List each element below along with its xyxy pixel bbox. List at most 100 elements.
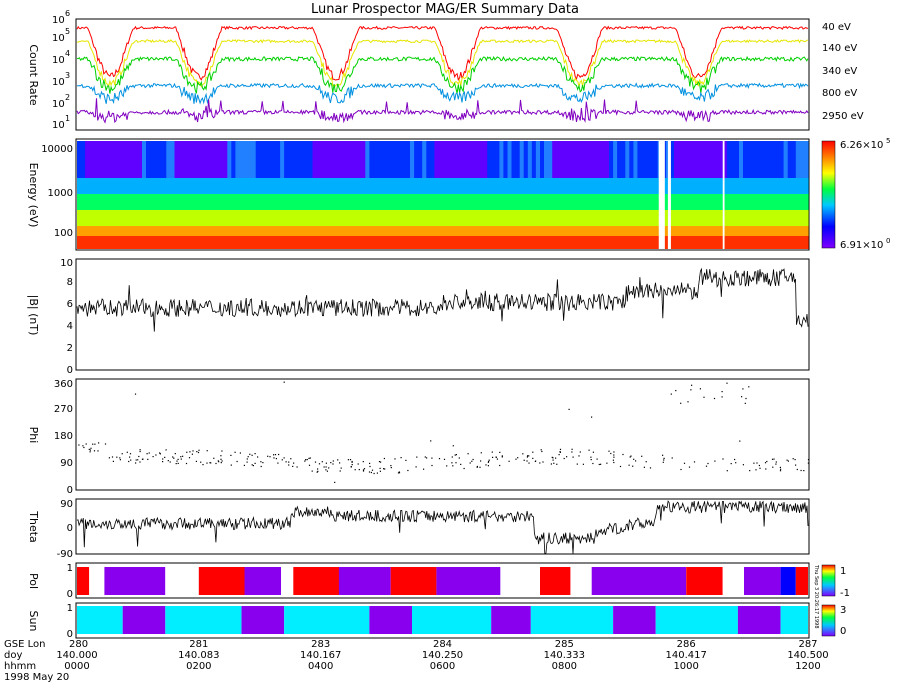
spec-cell [483,226,488,236]
phi-point [119,457,121,459]
phi-point [230,454,232,456]
phi-point [340,467,342,469]
phi-point [670,393,672,395]
spec-cell [568,178,574,194]
spec-cell [572,178,578,194]
spec-cell [215,210,220,226]
spec-cell [430,236,435,249]
phi-point [162,458,164,460]
spec-cell [211,178,216,194]
spec-cell [803,178,809,194]
phi-point [274,454,277,456]
phi-point [167,460,169,462]
spec-cell [803,210,809,226]
phi-point [182,455,184,457]
phi-point [209,462,211,464]
spec-cell [81,210,86,226]
spec-cell [747,226,752,236]
spec-cell [678,178,683,194]
spec-cell [613,178,618,194]
spec-cell [284,141,289,178]
spec-cell [706,236,712,249]
phi-point [247,456,249,458]
energy-tick-100: 100 [54,228,73,239]
phi-point [177,458,179,460]
spec-cell [450,141,456,178]
bmag-series [76,267,809,332]
spec-cell [535,194,541,210]
phi-point [198,449,200,451]
spec-cell [414,141,419,178]
spec-cell [519,178,525,194]
spec-cell [604,226,610,236]
spec-cell [393,236,399,249]
spec-cell [511,194,517,210]
spec-cell [730,141,736,178]
spec-cell [617,236,622,249]
spec-cell [548,210,553,226]
spec-cell [694,178,699,194]
phi-point [260,465,262,468]
spec-cell [458,236,464,249]
theta-line [76,500,809,554]
spec-cell [89,226,94,236]
footer-hhmm-3: 0600 [430,661,455,672]
spec-cell [332,194,338,210]
spec-cell [694,210,699,226]
spec-cell [556,141,561,178]
spec-cell [596,210,602,226]
spec-cell [560,141,565,178]
spec-cell [718,210,724,226]
spec-cell [519,141,525,178]
spec-cell [227,141,232,178]
phi-point [290,458,292,460]
spec-cell [312,210,318,226]
spec-cell [377,141,383,178]
phi-point [540,449,542,451]
spec-cell [503,226,509,236]
spec-cell [617,226,622,236]
spec-cell [178,194,184,210]
phi-point [443,458,446,460]
spec-cell [499,226,505,236]
spec-cell [292,236,297,249]
phi-point [662,454,664,456]
spec-cell [686,210,691,226]
phi-point [383,457,385,460]
spec-cell [89,210,94,226]
spec-cell [487,194,492,210]
spec-cell [503,141,509,178]
sun-segment-10 [655,606,738,634]
spec-cell [783,210,789,226]
spec-cell [686,141,691,178]
phi-point [613,451,615,453]
spec-cell [109,226,115,236]
spec-cell [166,194,171,210]
spec-cell [381,178,387,194]
phi-point [773,458,775,460]
phi-point [400,457,402,459]
spec-cell [308,236,314,249]
spec-cell [535,226,541,236]
spec-cell [410,210,415,226]
spec-cell [105,236,111,249]
phi-point [311,470,313,472]
spec-cell [81,141,86,178]
spec-cell [714,194,720,210]
spec-cell [154,194,159,210]
spec-cell [150,141,155,178]
spec-cell [97,194,102,210]
spec-cell [353,210,358,226]
footer-doy-6: 140.500 [787,650,828,661]
spec-cell [194,236,200,249]
spec-cell [117,236,123,249]
spec-cell [734,141,740,178]
phi-point [90,447,92,449]
spec-cell [85,141,90,178]
spec-cell [576,141,582,178]
spec-cell [674,226,679,236]
count-series-0 [76,25,809,81]
spec-cell [401,236,407,249]
spec-cell [799,194,805,210]
phi-point [177,462,179,464]
